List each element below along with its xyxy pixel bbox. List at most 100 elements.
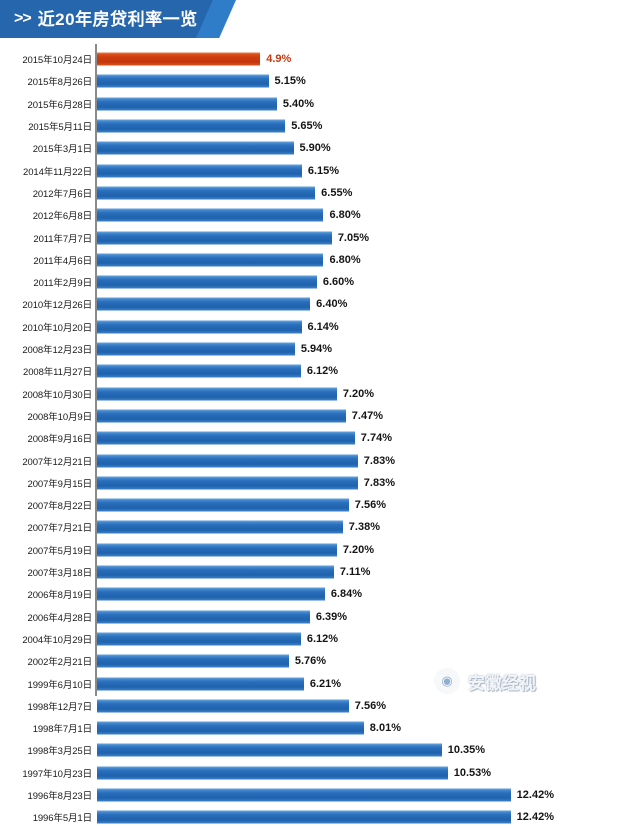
chart-row: 2011年7月7日 7.05%	[0, 226, 640, 248]
category-label: 2007年5月19日	[27, 545, 93, 557]
chart-row: 2008年11月27日 6.12%	[0, 360, 640, 382]
bar-value-label: 7.56%	[354, 699, 386, 712]
category-label: 2015年3月1日	[32, 144, 92, 156]
bar	[97, 186, 316, 200]
bar	[97, 74, 269, 88]
bar-value-label: 7.20%	[342, 543, 375, 556]
chart-row: 2007年3月18日 7.11%	[0, 561, 640, 583]
bar	[97, 520, 343, 534]
bar	[97, 677, 304, 691]
chart-row: 1997年10月23日 10.53%	[0, 762, 640, 784]
chart-row: 2012年7月6日 6.55%	[0, 182, 640, 204]
chart-row: 2006年4月28日 6.39%	[0, 606, 640, 628]
bar	[97, 654, 289, 668]
bar-value-label: 6.55%	[321, 186, 353, 199]
chart-row: 2006年8月19日 6.84%	[0, 583, 640, 605]
bar-value-label: 5.90%	[299, 142, 331, 155]
bar-value-label: 12.42%	[516, 789, 554, 802]
bar-value-label: 6.39%	[315, 610, 348, 623]
chart-row: 2010年12月26日 6.40%	[0, 293, 640, 315]
chart-row: 2015年8月26日 5.15%	[0, 70, 640, 92]
bar	[97, 788, 511, 802]
bar-value-label: 6.40%	[316, 298, 348, 311]
chart-row: 2008年9月16日 7.74%	[0, 427, 640, 449]
category-label: 2012年7月6日	[32, 188, 92, 200]
chart-row: 2008年10月9日 7.47%	[0, 405, 640, 427]
bar	[97, 52, 261, 66]
category-label: 1996年5月1日	[32, 813, 92, 825]
category-label: 2015年5月11日	[28, 122, 92, 134]
bar-value-label: 7.83%	[363, 476, 395, 489]
bar	[97, 275, 317, 289]
category-label: 2014年11月22日	[23, 166, 92, 178]
category-label: 2004年10月29日	[22, 634, 92, 646]
bar	[97, 743, 442, 757]
chart-row: 2008年10月30日 7.20%	[0, 383, 640, 405]
header-banner: >> 近20年房贷利率一览	[0, 0, 236, 38]
bar-value-label: 7.11%	[339, 566, 371, 579]
bar	[97, 164, 302, 178]
chart-row: 1998年12月7日 7.56%	[0, 695, 640, 717]
bar-value-label: 12.42%	[516, 811, 554, 824]
category-label: 2008年12月23日	[22, 345, 92, 357]
bar	[97, 565, 334, 579]
category-label: 1998年7月1日	[32, 724, 92, 736]
category-label: 2007年9月15日	[27, 478, 93, 490]
bar	[97, 253, 324, 267]
category-label: 2007年7月21日	[27, 523, 93, 535]
bar-chart: 2015年10月24日 4.9% 2015年8月26日 5.15% 2015年6月28日…	[0, 44, 640, 824]
category-label: 2011年7月7日	[33, 233, 92, 245]
bar-value-label: 6.15%	[307, 164, 340, 177]
bar	[97, 320, 302, 334]
bar-value-label: 5.65%	[291, 120, 323, 133]
bar	[97, 141, 294, 155]
category-label: 1997年10月23日	[22, 768, 92, 780]
category-label: 2010年12月26日	[22, 300, 92, 312]
bar	[97, 810, 511, 824]
bar-value-label: 7.83%	[363, 454, 395, 467]
category-label: 1999年6月10日	[27, 679, 93, 691]
bar-value-label: 10.35%	[447, 744, 486, 757]
bar-value-label: 6.84%	[330, 588, 363, 601]
chart-row: 1996年5月1日 12.42%	[0, 806, 640, 828]
category-label: 2008年11月27日	[23, 367, 92, 379]
bar	[97, 387, 337, 401]
bar	[97, 231, 332, 245]
chart-row: 2015年10月24日 4.9%	[0, 48, 640, 70]
page-title: 近20年房贷利率一览	[37, 9, 198, 29]
bar-value-label: 10.53%	[453, 766, 492, 779]
bar	[97, 297, 311, 311]
bar	[97, 543, 337, 557]
bar	[97, 342, 295, 356]
chart-row: 2015年5月11日 5.65%	[0, 115, 640, 137]
category-label: 2006年8月19日	[27, 590, 93, 602]
category-label: 2011年4月6日	[33, 255, 92, 267]
bar-value-label: 7.47%	[351, 409, 383, 422]
chart-axis-line	[95, 44, 97, 696]
category-label: 2008年10月30日	[22, 389, 92, 401]
chart-row: 2012年6月8日 6.80%	[0, 204, 640, 226]
bar-value-label: 7.56%	[354, 499, 386, 512]
bar	[97, 476, 358, 490]
chart-row: 2004年10月29日 6.12%	[0, 628, 640, 650]
category-label: 2011年2月9日	[33, 278, 92, 290]
bar-value-label: 5.76%	[294, 655, 327, 668]
chart-row: 1999年6月10日 6.21%	[0, 672, 640, 694]
bar-value-label: 5.40%	[282, 97, 315, 110]
category-label: 2007年8月22日	[27, 501, 93, 513]
bar	[97, 364, 301, 378]
category-label: 2002年2月21日	[27, 657, 93, 669]
bar	[97, 454, 358, 468]
bar	[97, 431, 355, 445]
category-label: 2010年10月20日	[22, 322, 92, 334]
category-label: 1996年8月23日	[27, 791, 93, 803]
chart-row: 2011年2月9日 6.60%	[0, 271, 640, 293]
chart-row: 2007年12月21日 7.83%	[0, 449, 640, 471]
chart-row: 2007年7月21日 7.38%	[0, 516, 640, 538]
chart-row: 2002年2月21日 5.76%	[0, 650, 640, 672]
bar	[97, 632, 301, 646]
chart-row: 1998年7月1日 8.01%	[0, 717, 640, 739]
chart-row: 1996年8月23日 12.42%	[0, 784, 640, 806]
bar	[97, 208, 324, 222]
bar-value-label: 4.9%	[266, 53, 292, 66]
